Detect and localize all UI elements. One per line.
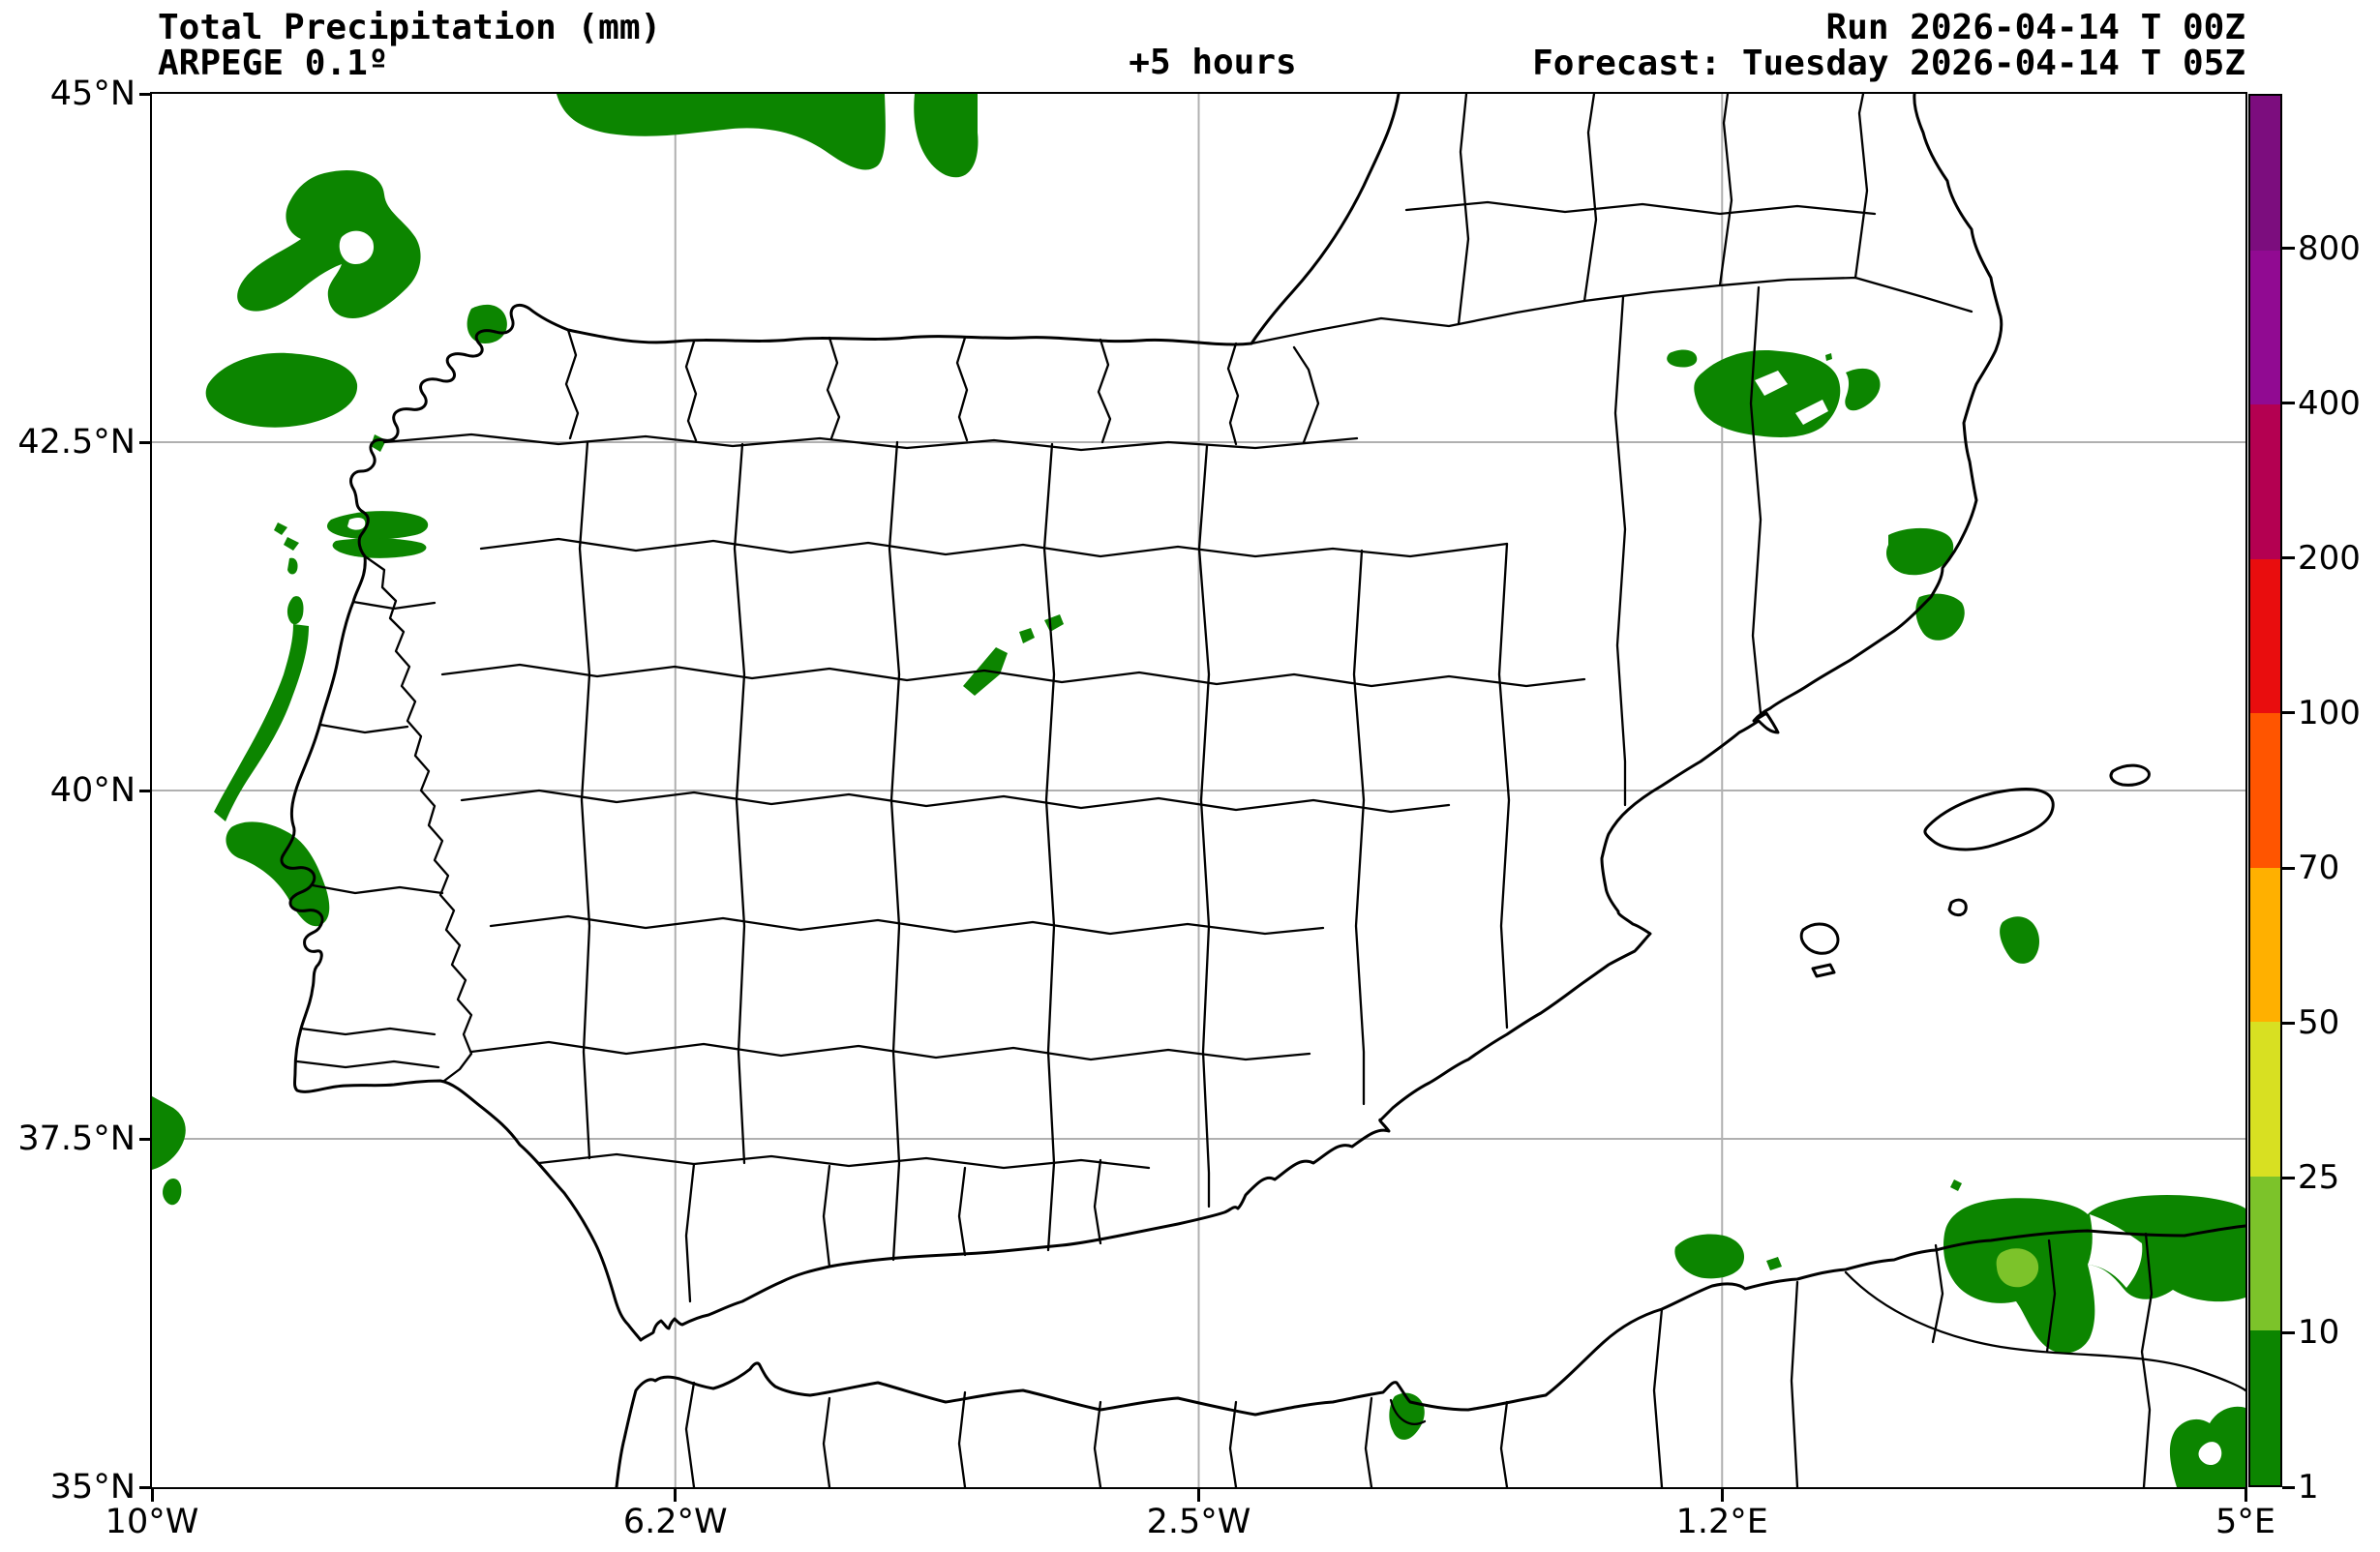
colorbar-tick-label: 100 <box>2298 693 2361 732</box>
x-tick-label: 10°W <box>105 1503 199 1541</box>
colorbar-tick-label: 200 <box>2298 538 2361 578</box>
admin-borders <box>295 93 2245 1487</box>
colorbar-segment-50-70 <box>2250 867 2280 1023</box>
x-tick-label: 1.2°E <box>1675 1503 1768 1541</box>
x-tick-label: 6.2°W <box>622 1503 728 1541</box>
colorbar <box>2248 94 2282 1487</box>
colorbar-segment-400-800 <box>2250 250 2280 405</box>
colorbar-tick-label: 400 <box>2298 383 2361 423</box>
precip-holes <box>339 230 2221 1465</box>
y-tick-label: 45°N <box>49 75 136 113</box>
x-tick-mark <box>150 1489 154 1502</box>
colorbar-tick-label: 25 <box>2298 1158 2340 1197</box>
colorbar-tick-label: 10 <box>2298 1313 2340 1352</box>
lead-time-label: +5 hours <box>1129 43 1297 82</box>
coastlines <box>279 93 2245 1487</box>
colorbar-tick-mark <box>2282 402 2295 405</box>
colorbar-segment-25-50 <box>2250 1022 2280 1177</box>
y-tick-mark <box>139 1485 152 1489</box>
colorbar-tick-mark <box>2282 1176 2295 1179</box>
title-block: Total Precipitation (mm) ARPEGE 0.1º <box>158 11 661 82</box>
colorbar-tick-mark <box>2282 1021 2295 1025</box>
y-tick-label: 42.5°N <box>17 423 136 462</box>
colorbar-tick-mark <box>2282 711 2295 715</box>
x-tick-mark <box>674 1489 678 1502</box>
model-label: ARPEGE 0.1º <box>158 44 389 83</box>
balearic-islands <box>1799 763 2151 977</box>
y-tick-mark <box>139 1137 152 1141</box>
colorbar-tick-label: 800 <box>2298 228 2361 268</box>
colorbar-tick-label: 50 <box>2298 1003 2340 1042</box>
colorbar-segment-100-200 <box>2250 558 2280 714</box>
colorbar-segment-70-100 <box>2250 713 2280 868</box>
y-tick-label: 35°N <box>49 1468 136 1507</box>
forecast-label: Forecast: Tuesday 2026-04-14 T 05Z <box>1532 44 2245 83</box>
precipitation-map <box>151 93 2245 1487</box>
precip-patch-10-25 <box>1996 1247 2038 1287</box>
colorbar-segment-200-400 <box>2250 404 2280 559</box>
colorbar-tick-label: 70 <box>2298 849 2340 887</box>
colorbar-segment-10-25 <box>2250 1176 2280 1331</box>
colorbar-segment->800 <box>2250 96 2280 251</box>
y-tick-mark <box>139 789 152 792</box>
y-tick-label: 37.5°N <box>17 1119 136 1158</box>
colorbar-tick-mark <box>2282 1485 2295 1489</box>
map-title: Total Precipitation (mm) <box>158 8 662 47</box>
x-tick-mark <box>1720 1489 1724 1502</box>
run-info-block: Run 2026-04-14 T 00Z Forecast: Tuesday 2… <box>1532 11 2245 82</box>
y-tick-mark <box>139 440 152 444</box>
colorbar-tick-label: 1 <box>2298 1468 2319 1507</box>
y-tick-label: 40°N <box>49 771 136 810</box>
x-tick-mark <box>2244 1489 2247 1502</box>
x-tick-label: 2.5°W <box>1146 1503 1251 1541</box>
colorbar-segment-1-10 <box>2250 1330 2280 1485</box>
run-label: Run 2026-04-14 T 00Z <box>1825 8 2245 47</box>
colorbar-tick-mark <box>2282 556 2295 560</box>
colorbar-tick-mark <box>2282 1330 2295 1334</box>
map-canvas <box>149 91 2247 1489</box>
y-tick-mark <box>139 92 152 96</box>
colorbar-tick-mark <box>2282 866 2295 870</box>
colorbar-tick-mark <box>2282 247 2295 251</box>
x-tick-label: 5°E <box>2215 1503 2275 1541</box>
x-tick-mark <box>1197 1489 1200 1502</box>
